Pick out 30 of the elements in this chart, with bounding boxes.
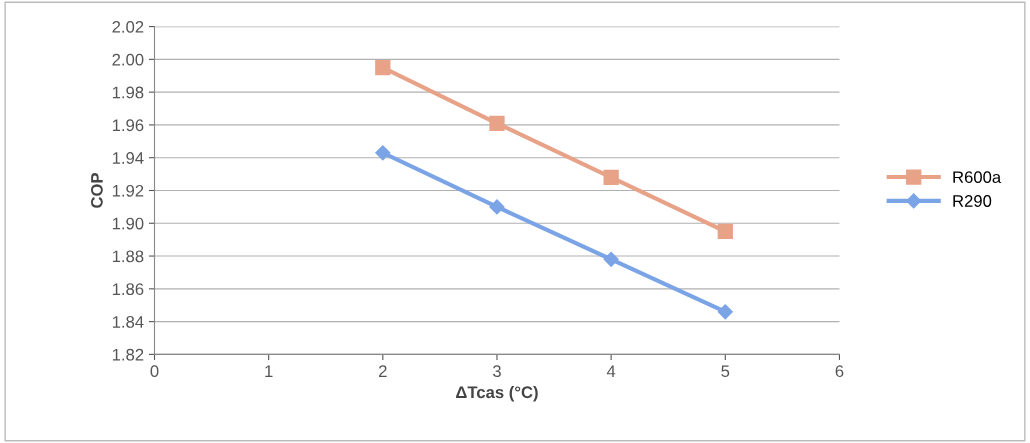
y-tick-label: 1.88 xyxy=(112,250,144,263)
point xyxy=(603,251,619,267)
x-tick-label: 0 xyxy=(150,365,159,378)
point xyxy=(489,199,505,215)
point xyxy=(603,169,619,186)
x-tick-label: 4 xyxy=(606,365,616,377)
x-tick-label: 3 xyxy=(492,365,501,378)
y-tick-label: 1.82 xyxy=(112,348,144,361)
legend-label: R600a xyxy=(953,171,1002,184)
y-tick-label: 1.86 xyxy=(112,283,144,296)
point xyxy=(717,223,733,240)
x-axis-title: ΔTcas (°C) xyxy=(456,385,538,402)
y-tick-label: 1.96 xyxy=(112,119,144,132)
legend-label: R290 xyxy=(953,195,992,207)
point xyxy=(489,115,505,131)
y-tick-label: 1.84 xyxy=(112,316,144,328)
y-axis-title: COP xyxy=(91,173,103,208)
y-tick-label: 1.90 xyxy=(112,217,144,230)
point xyxy=(375,59,391,76)
x-tick-label: 5 xyxy=(721,365,730,378)
point xyxy=(717,304,733,320)
point xyxy=(375,145,391,161)
y-tick-label: 1.98 xyxy=(112,86,144,99)
y-tick-label: 1.94 xyxy=(112,152,144,164)
y-tick-label: 2.02 xyxy=(112,20,144,33)
y-tick-label: 1.92 xyxy=(112,184,144,197)
x-tick-label: 1 xyxy=(265,365,273,377)
y-tick-label: 2.00 xyxy=(112,53,144,66)
x-tick-label: 2 xyxy=(379,365,387,377)
x-tick-label: 6 xyxy=(835,365,844,378)
